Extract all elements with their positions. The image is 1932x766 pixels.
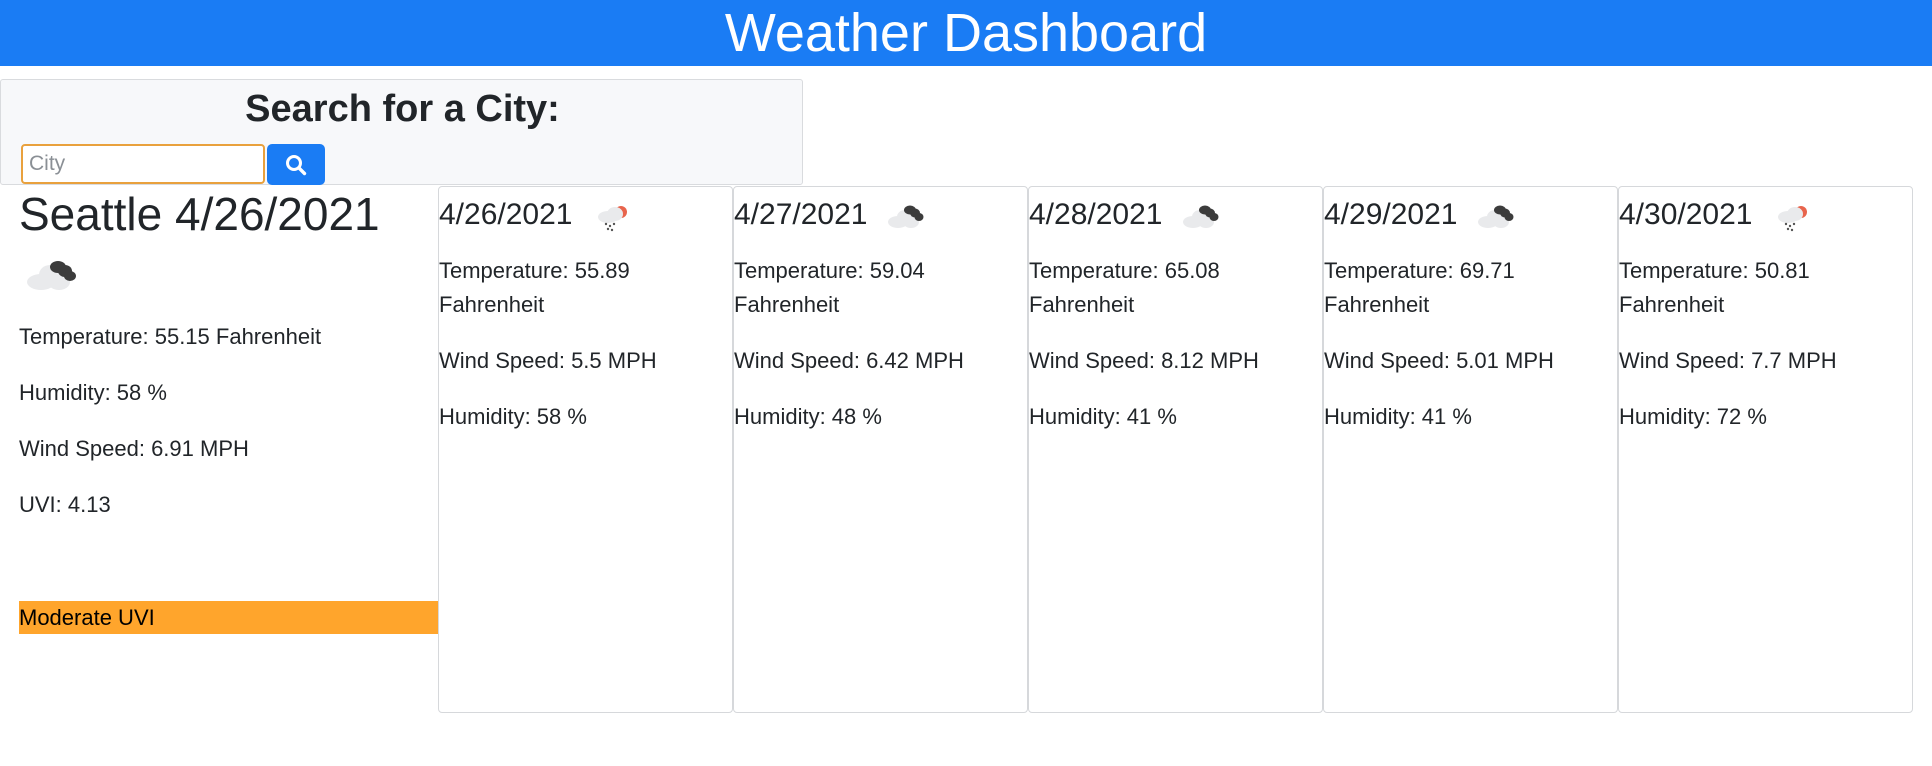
forecast-temperature: Temperature: 55.89 Fahrenheit (439, 258, 630, 317)
forecast-wind-speed: Wind Speed: 8.12 MPH (1029, 348, 1259, 373)
forecast-date: 4/29/2021 (1324, 198, 1458, 231)
current-weather: Seattle 4/26/2021 Temperature: 55.15 Fah… (19, 185, 438, 634)
current-wind-speed: Wind Speed: 6.91 MPH (19, 436, 249, 461)
page-header: Weather Dashboard (0, 0, 1932, 66)
forecast-humidity: Humidity: 72 % (1619, 404, 1767, 429)
forecast-card: 4/28/2021 Temperature: 65.08 Fahrenheit … (1028, 186, 1323, 713)
forecast-wind-speed: Wind Speed: 7.7 MPH (1619, 348, 1837, 373)
current-city-title: Seattle 4/26/2021 (19, 188, 380, 240)
cloudy-icon (1183, 205, 1219, 228)
cloudy-icon (1478, 205, 1514, 228)
forecast-date: 4/27/2021 (734, 198, 868, 231)
forecast-date: 4/28/2021 (1029, 198, 1163, 231)
forecast-card: 4/30/2021 Temperature: 50.81 Fahrenheit … (1618, 186, 1913, 713)
forecast-date: 4/26/2021 (439, 198, 573, 231)
search-button[interactable] (267, 144, 325, 185)
cloudy-icon (888, 205, 924, 228)
uvi-status-badge: Moderate UVI (19, 601, 438, 634)
forecast-wind-speed: Wind Speed: 6.42 MPH (734, 348, 964, 373)
page-title: Weather Dashboard (724, 3, 1208, 63)
forecast-wind-speed: Wind Speed: 5.5 MPH (439, 348, 657, 373)
forecast-humidity: Humidity: 41 % (1029, 404, 1177, 429)
cloudy-icon (27, 261, 76, 290)
current-uvi: UVI: 4.13 (19, 492, 111, 517)
forecast-humidity: Humidity: 48 % (734, 404, 882, 429)
current-temperature: Temperature: 55.15 Fahrenheit (19, 324, 322, 349)
forecast-temperature: Temperature: 69.71 Fahrenheit (1324, 258, 1515, 317)
forecast-wind-speed: Wind Speed: 5.01 MPH (1324, 348, 1554, 373)
search-icon (286, 154, 307, 175)
forecast-date: 4/30/2021 (1619, 198, 1753, 231)
search-title: Search for a City: (245, 88, 560, 130)
forecast-temperature: Temperature: 50.81 Fahrenheit (1619, 258, 1810, 317)
forecast-card: 4/27/2021 Temperature: 59.04 Fahrenheit … (733, 186, 1028, 713)
forecast-temperature: Temperature: 65.08 Fahrenheit (1029, 258, 1220, 317)
forecast-card: 4/26/2021 Temperature: 55.89 Fahrenheit … (438, 186, 733, 713)
forecast-humidity: Humidity: 41 % (1324, 404, 1472, 429)
rain-icon (1778, 206, 1807, 232)
forecast-card: 4/29/2021 Temperature: 69.71 Fahrenheit … (1323, 186, 1618, 713)
forecast-humidity: Humidity: 58 % (439, 404, 587, 429)
search-panel: Search for a City: (0, 79, 803, 185)
rain-icon (598, 206, 627, 232)
forecast-temperature: Temperature: 59.04 Fahrenheit (734, 258, 925, 317)
current-humidity: Humidity: 58 % (19, 380, 167, 405)
city-search-input[interactable] (21, 144, 265, 184)
